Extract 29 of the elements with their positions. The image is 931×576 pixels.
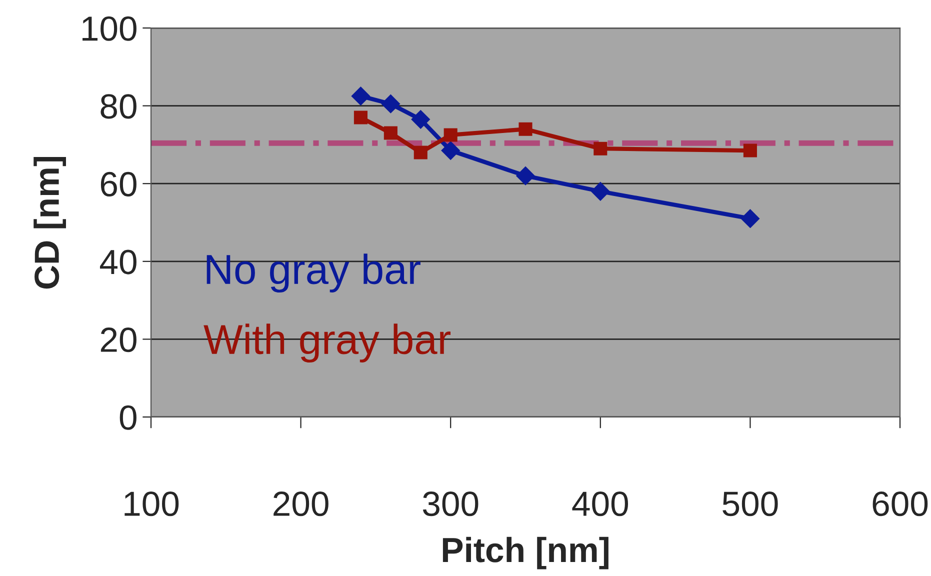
- x-tick-label: 200: [274, 492, 328, 516]
- y-tick-label: 20: [100, 328, 136, 352]
- y-tick-label: 100: [82, 16, 136, 41]
- point: [740, 209, 760, 228]
- point: [444, 128, 458, 142]
- point: [414, 146, 428, 160]
- x-tick-label: 100: [124, 492, 179, 516]
- point: [743, 144, 757, 158]
- point: [411, 110, 430, 129]
- x-tick-label: 300: [422, 492, 478, 516]
- y-tick-label: 0: [120, 405, 136, 430]
- y-axis-title: CD [nm]: [34, 156, 66, 289]
- point: [516, 166, 535, 186]
- point: [354, 110, 368, 124]
- y-tick-label: 80: [100, 94, 136, 119]
- point: [384, 126, 398, 140]
- x-tick-label: 600: [872, 492, 928, 516]
- x-tick-label: 500: [722, 492, 778, 516]
- point: [518, 122, 532, 136]
- point: [441, 141, 460, 160]
- point: [381, 94, 400, 114]
- text: No gray bar: [206, 254, 420, 292]
- x-tick-label: 400: [572, 492, 628, 516]
- point: [594, 142, 608, 156]
- point: [591, 182, 610, 201]
- point: [351, 86, 370, 106]
- y-tick-label: 60: [100, 172, 136, 197]
- x-axis-title: Pitch [nm]: [442, 536, 608, 570]
- y-tick-label: 40: [100, 250, 136, 274]
